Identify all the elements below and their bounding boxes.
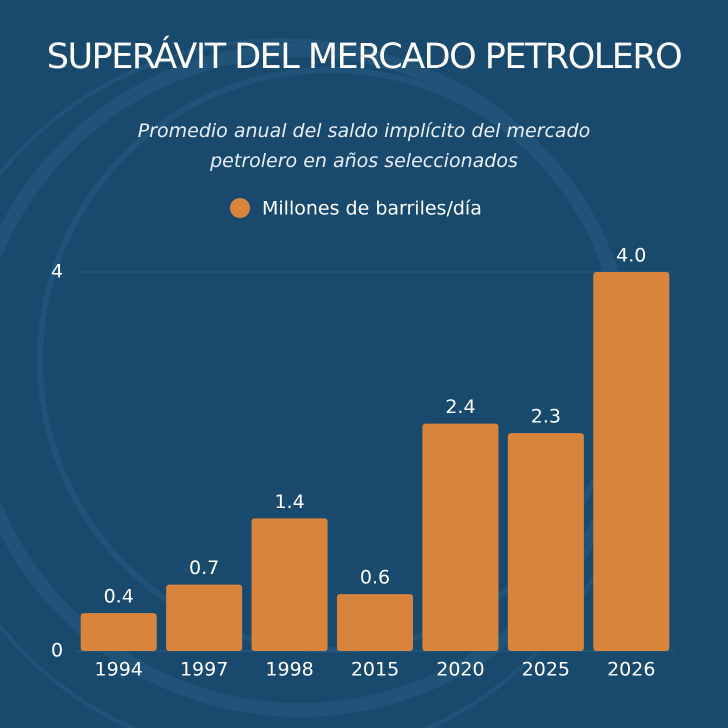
y-tick-label: 0 [51, 640, 63, 662]
bar [507, 433, 584, 651]
x-tick-label: 1998 [265, 659, 313, 681]
value-label: 2.4 [445, 396, 475, 418]
bar [593, 272, 670, 651]
chart-subtitle: Promedio anual del saldo implícito del m… [137, 120, 591, 172]
bar [422, 423, 499, 651]
bar [336, 594, 414, 651]
x-tick-label: 2015 [351, 659, 399, 681]
value-label: 4.0 [616, 245, 646, 267]
x-tick-label: 2026 [607, 659, 655, 681]
legend-label: Millones de barriles/día [262, 198, 482, 220]
x-tick-label: 2025 [522, 659, 570, 681]
bar [166, 584, 243, 651]
value-label: 0.7 [189, 557, 219, 579]
x-tick-label: 1994 [95, 659, 143, 681]
x-tick-label: 2020 [436, 659, 484, 681]
value-label: 0.6 [360, 567, 390, 589]
value-label: 0.4 [104, 586, 134, 608]
chart-title: SUPERÁVIT DEL MERCADO PETROLERO [47, 35, 681, 77]
value-label: 1.4 [274, 491, 304, 513]
x-tick-label: 1997 [180, 659, 228, 681]
value-label: 2.3 [531, 406, 561, 428]
bar [80, 613, 157, 651]
subtitle-box: Promedio anual del saldo implícito del m… [137, 120, 591, 172]
bar [251, 518, 328, 651]
y-tick-label: 4 [51, 261, 63, 283]
legend-swatch [230, 198, 250, 218]
